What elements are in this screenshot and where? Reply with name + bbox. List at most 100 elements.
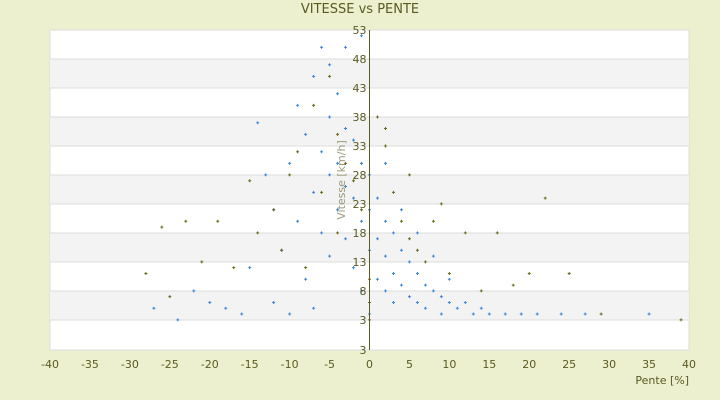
data-point	[495, 231, 499, 235]
data-point	[352, 266, 356, 270]
data-point	[543, 196, 547, 200]
data-point	[176, 318, 180, 322]
y-tick-label: 38	[353, 111, 367, 124]
x-tick-label: 10	[442, 358, 456, 371]
data-point	[415, 300, 419, 304]
data-point	[352, 179, 356, 183]
data-point	[415, 248, 419, 252]
data-point	[431, 219, 435, 223]
data-point	[352, 196, 356, 200]
data-point	[479, 289, 483, 293]
data-point	[599, 312, 603, 316]
data-point	[375, 237, 379, 241]
data-point	[527, 271, 531, 275]
y-tick-label: 53	[353, 24, 367, 37]
data-point	[399, 248, 403, 252]
data-point	[391, 271, 395, 275]
data-point	[375, 196, 379, 200]
data-point	[328, 115, 332, 119]
y-tick-label: 28	[353, 169, 367, 182]
data-point	[583, 312, 587, 316]
data-point	[160, 225, 164, 229]
data-point	[383, 289, 387, 293]
data-point	[391, 231, 395, 235]
data-point	[399, 208, 403, 212]
data-point	[399, 219, 403, 223]
data-point	[399, 283, 403, 287]
data-point	[328, 254, 332, 258]
data-point	[144, 271, 148, 275]
data-point	[383, 161, 387, 165]
data-point	[407, 260, 411, 264]
data-point	[208, 300, 212, 304]
data-point	[264, 173, 268, 177]
data-point	[224, 306, 228, 310]
x-tick-label: -10	[281, 358, 299, 371]
data-point	[471, 312, 475, 316]
data-point	[439, 202, 443, 206]
x-tick-label: 5	[406, 358, 413, 371]
x-tick-label: -20	[201, 358, 219, 371]
data-point	[559, 312, 563, 316]
data-point	[312, 74, 316, 78]
data-point	[256, 121, 260, 125]
x-tick-label: 15	[482, 358, 496, 371]
data-point	[407, 173, 411, 177]
data-point	[352, 138, 356, 142]
data-point	[336, 132, 340, 136]
data-point	[360, 208, 364, 212]
x-tick-label: 40	[682, 358, 696, 371]
data-point	[519, 312, 523, 316]
data-point	[288, 173, 292, 177]
x-tick-label: -25	[161, 358, 179, 371]
data-point	[272, 208, 276, 212]
data-point	[360, 34, 364, 38]
data-point	[455, 306, 459, 310]
x-tick-label: 30	[602, 358, 616, 371]
data-point	[439, 312, 443, 316]
data-point	[383, 254, 387, 258]
data-point	[407, 237, 411, 241]
x-tick-label: -40	[41, 358, 59, 371]
y-tick-label: 13	[353, 256, 367, 269]
x-tick-label: 35	[642, 358, 656, 371]
data-point	[200, 260, 204, 264]
y-tick-label: 8	[360, 285, 367, 298]
data-point	[328, 63, 332, 67]
data-point	[336, 92, 340, 96]
data-point	[423, 260, 427, 264]
data-point	[288, 161, 292, 165]
data-point	[320, 150, 324, 154]
data-point	[439, 295, 443, 299]
data-point	[312, 103, 316, 107]
data-point	[320, 190, 324, 194]
data-point	[415, 271, 419, 275]
data-point	[320, 45, 324, 49]
data-point	[423, 283, 427, 287]
data-point	[360, 219, 364, 223]
data-point	[375, 115, 379, 119]
data-point	[304, 277, 308, 281]
y-tick-label: 18	[353, 227, 367, 240]
data-point	[344, 45, 348, 49]
x-tick-label: 20	[522, 358, 536, 371]
y-tick-label: 23	[353, 198, 367, 211]
data-point	[280, 248, 284, 252]
y-tick-label: 48	[353, 53, 367, 66]
x-tick-label: -15	[241, 358, 259, 371]
y-axis-label: Vitesse [km/h]	[335, 140, 348, 220]
data-point	[344, 161, 348, 165]
data-point	[272, 300, 276, 304]
data-point	[511, 283, 515, 287]
data-point	[296, 103, 300, 107]
data-point	[328, 173, 332, 177]
data-point	[431, 254, 435, 258]
data-point	[320, 231, 324, 235]
x-tick-label: -30	[121, 358, 139, 371]
data-point	[487, 312, 491, 316]
data-point	[256, 231, 260, 235]
data-point	[463, 231, 467, 235]
y-tick-label: 3	[360, 344, 367, 357]
data-point	[447, 271, 451, 275]
